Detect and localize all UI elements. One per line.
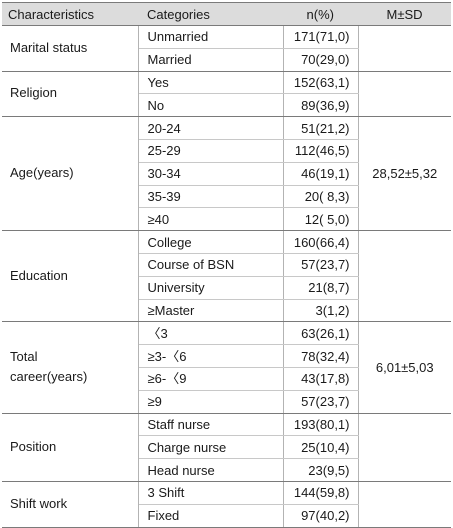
- table-body: Marital status Unmarried 171(71,0) Married 7…: [2, 25, 451, 528]
- table-row: ≥9 57(23,7): [2, 390, 451, 414]
- category-cell: 20-24: [138, 116, 284, 140]
- n-percent-cell: 3(1,2): [283, 299, 359, 323]
- category-cell: Married: [138, 48, 284, 72]
- category-cell: ≥Master: [138, 299, 284, 323]
- category-cell: College: [138, 230, 284, 254]
- n-percent-cell: 20( 8,3): [283, 185, 359, 209]
- table-row: No 89(36,9): [2, 93, 451, 118]
- table-row: Shift work 3 Shift 144(59,8): [2, 481, 451, 528]
- n-percent-cell: 171(71,0): [283, 25, 359, 49]
- header-n-percent: n(%): [283, 2, 358, 26]
- category-cell: Fixed: [138, 504, 284, 528]
- category-cell: Staff nurse: [138, 413, 284, 437]
- category-cell: Yes: [138, 71, 284, 95]
- n-percent-cell: 43(17,8): [283, 367, 359, 391]
- category-cell: ≥3-〈6: [138, 344, 284, 368]
- mean-sd-cell: 6,01±5,03: [358, 321, 451, 414]
- characteristic-cell: Education: [2, 230, 139, 323]
- table-row: Position Staff nurse 193(80,1): [2, 413, 451, 482]
- characteristic-cell: Shift work: [2, 481, 139, 528]
- table-row: Course of BSN 57(23,7): [2, 253, 451, 277]
- n-percent-cell: 152(63,1): [283, 71, 359, 95]
- characteristic-cell: Marital status: [2, 25, 139, 72]
- table-row: Religion Yes 152(63,1): [2, 71, 451, 118]
- mean-sd-cell: [358, 71, 451, 118]
- mean-sd-cell: [358, 413, 451, 482]
- category-cell: Course of BSN: [138, 253, 284, 277]
- n-percent-cell: 51(21,2): [283, 116, 359, 140]
- table-row: ≥6-〈9 43(17,8): [2, 367, 451, 391]
- n-percent-cell: 25(10,4): [283, 435, 359, 460]
- characteristic-cell: Religion: [2, 71, 139, 118]
- mean-sd-cell: [358, 481, 451, 528]
- n-percent-cell: 70(29,0): [283, 48, 359, 72]
- category-cell: 3 Shift: [138, 481, 284, 505]
- mean-sd-cell: [358, 230, 451, 323]
- header-mean-sd: M±SD: [358, 2, 451, 26]
- n-percent-cell: 78(32,4): [283, 344, 359, 368]
- category-cell: Unmarried: [138, 25, 284, 49]
- table-row: Age(years) 20-24 51(21,2) 28,52±5,32: [2, 116, 451, 232]
- n-percent-cell: 97(40,2): [283, 504, 359, 528]
- category-cell: ≥6-〈9: [138, 367, 284, 391]
- mean-sd-cell: [358, 25, 451, 72]
- table-row: Education College 160(66,4): [2, 230, 451, 323]
- n-percent-cell: 112(46,5): [283, 139, 359, 163]
- n-percent-cell: 193(80,1): [283, 413, 359, 437]
- category-cell: 25-29: [138, 139, 284, 163]
- characteristic-cell: Position: [2, 413, 139, 482]
- n-percent-cell: 12( 5,0): [283, 207, 359, 232]
- table-row: Marital status Unmarried 171(71,0): [2, 25, 451, 72]
- characteristic-cell: Total career(years): [2, 321, 139, 414]
- category-cell: Head nurse: [138, 458, 284, 482]
- table-row: Charge nurse 25(10,4): [2, 435, 451, 460]
- n-percent-cell: 160(66,4): [283, 230, 359, 254]
- header-categories: Categories: [138, 2, 283, 26]
- category-cell: 〈3: [138, 321, 284, 346]
- table-row: 25-29 112(46,5): [2, 139, 451, 163]
- category-cell: University: [138, 276, 284, 300]
- n-percent-cell: 57(23,7): [283, 390, 359, 414]
- n-percent-cell: 21(8,7): [283, 276, 359, 300]
- category-cell: ≥40: [138, 207, 284, 232]
- category-cell: Charge nurse: [138, 435, 284, 460]
- n-percent-cell: 63(26,1): [283, 321, 359, 346]
- header-row: Characteristics Categories n(%) M±SD: [2, 2, 451, 26]
- table-row: ≥Master 3(1,2): [2, 299, 451, 323]
- table-row: ≥3-〈6 78(32,4): [2, 344, 451, 368]
- table-row: Married 70(29,0): [2, 48, 451, 72]
- category-cell: 35-39: [138, 185, 284, 209]
- header-characteristics: Characteristics: [2, 2, 138, 26]
- category-cell: ≥9: [138, 390, 284, 414]
- table-row: ≥40 12( 5,0): [2, 207, 451, 232]
- table-row: Fixed 97(40,2): [2, 504, 451, 528]
- n-percent-cell: 46(19,1): [283, 162, 359, 186]
- table-row: Total career(years) 〈3 63(26,1) 6,01±5,03: [2, 321, 451, 414]
- category-cell: 30-34: [138, 162, 284, 186]
- n-percent-cell: 89(36,9): [283, 93, 359, 118]
- table-row: University 21(8,7): [2, 276, 451, 300]
- characteristic-cell: Age(years): [2, 116, 139, 232]
- table-row: Head nurse 23(9,5): [2, 458, 451, 482]
- table-row: 30-34 46(19,1): [2, 162, 451, 186]
- n-percent-cell: 57(23,7): [283, 253, 359, 277]
- category-cell: No: [138, 93, 284, 118]
- n-percent-cell: 144(59,8): [283, 481, 359, 505]
- n-percent-cell: 23(9,5): [283, 458, 359, 482]
- mean-sd-cell: 28,52±5,32: [358, 116, 451, 232]
- table-row: 35-39 20( 8,3): [2, 185, 451, 209]
